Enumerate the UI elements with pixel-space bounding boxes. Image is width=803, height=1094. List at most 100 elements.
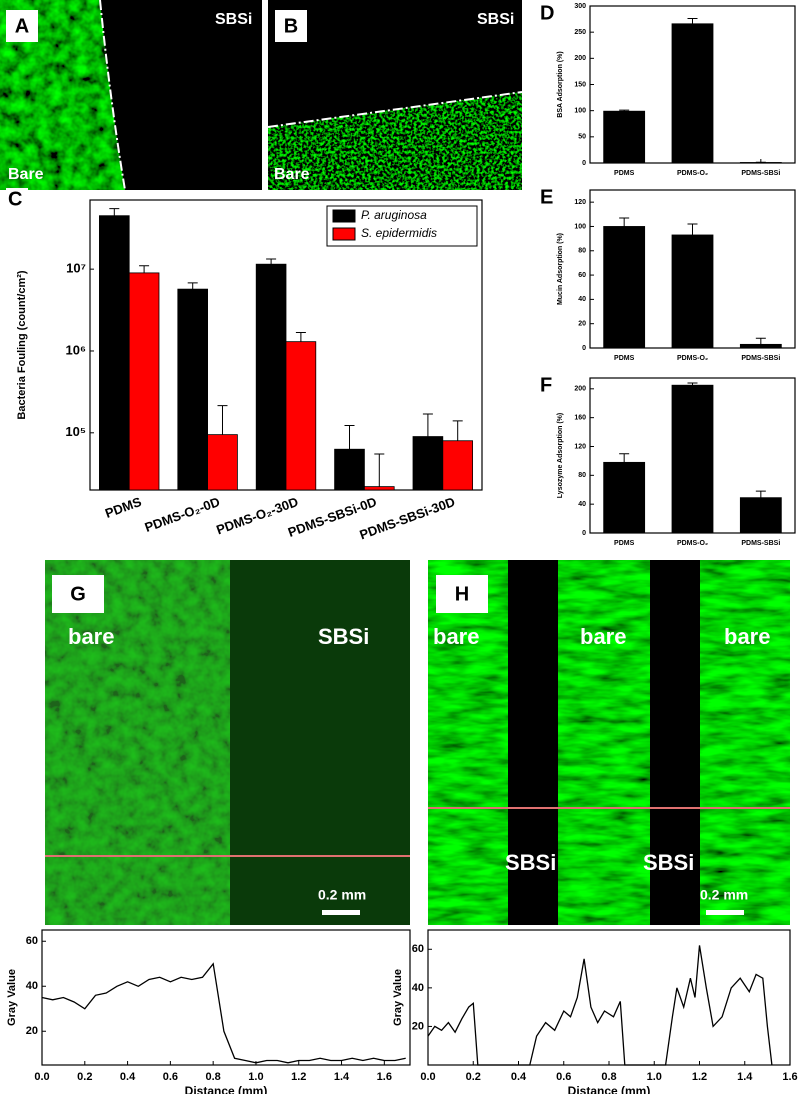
image-label: Bare — [8, 166, 44, 183]
x-tick-label: PDMS-O₂ — [677, 355, 708, 362]
x-axis-label: Distance (mm) — [185, 1084, 268, 1094]
x-tick-label: 0.6 — [556, 1071, 571, 1083]
x-tick-label: PDMS-SBSi — [741, 355, 780, 362]
bar — [412, 436, 444, 491]
image-b: B SBSi Bare — [267, 0, 523, 190]
image-label: SBSi — [318, 624, 369, 649]
x-tick-label: PDMS-SBSi — [741, 170, 780, 177]
image-label: Bare — [274, 166, 310, 183]
panel-letter-box — [538, 2, 560, 26]
x-tick-label: 0.2 — [77, 1071, 92, 1083]
y-tick-label: 200 — [574, 55, 586, 62]
bar — [671, 23, 714, 164]
y-tick-label: 60 — [26, 935, 38, 947]
y-tick-label: 300 — [574, 3, 586, 10]
error-bar — [619, 453, 630, 463]
y-tick-label: 10⁵ — [65, 424, 86, 439]
y-tick-label: 10⁷ — [66, 261, 86, 276]
y-axis-label: Mucin Adsorption (%) — [557, 233, 564, 305]
x-tick-label: 0.2 — [466, 1071, 481, 1083]
x-tick-label: 0.8 — [601, 1071, 616, 1083]
bar — [255, 263, 287, 491]
y-axis-label: Gray Value — [6, 969, 18, 1026]
y-tick-label: 60 — [578, 272, 586, 279]
bar — [334, 448, 365, 491]
plot-frame — [41, 929, 411, 1066]
legend-swatch — [332, 209, 356, 223]
x-tick-label: 1.0 — [248, 1071, 263, 1083]
image-g: G bare SBSi 0.2 mm — [45, 560, 410, 925]
y-tick-label: 40 — [578, 501, 586, 508]
y-tick-label: 20 — [26, 1025, 38, 1037]
bar — [207, 434, 238, 491]
panel-letter: H — [455, 583, 469, 605]
x-tick-label: 1.4 — [334, 1071, 350, 1083]
x-tick-label: PDMS — [614, 540, 635, 547]
bar — [671, 384, 714, 534]
legend-label: S. epidermidis — [361, 226, 437, 240]
panel-letter: A — [15, 15, 29, 37]
image-a: A SBSi Bare — [0, 0, 262, 191]
image-label: SBSi — [477, 11, 514, 28]
panel-letter-box — [538, 186, 560, 210]
bar — [177, 288, 208, 491]
scale-bar-label: 0.2 mm — [700, 887, 748, 903]
y-tick-label: 0 — [582, 345, 586, 352]
panel-letter-box — [6, 188, 28, 212]
image-label: bare — [433, 624, 479, 649]
y-tick-label: 10⁶ — [66, 342, 86, 357]
error-bar — [755, 337, 766, 345]
image-label: SBSi — [505, 850, 556, 875]
y-tick-label: 40 — [26, 980, 38, 992]
y-axis-label: Gray Value — [392, 969, 404, 1026]
x-tick-label: PDMS-SBSi — [741, 540, 780, 547]
y-tick-label: 40 — [412, 982, 424, 994]
y-tick-label: 80 — [578, 472, 586, 479]
x-tick-label: PDMS — [614, 170, 635, 177]
y-axis-label: Bacteria Fouling (count/cm²) — [16, 270, 28, 419]
plot-frame — [427, 929, 791, 1066]
error-bar — [422, 413, 433, 437]
error-bar — [139, 265, 150, 273]
x-tick-label: 1.2 — [291, 1071, 306, 1083]
y-tick-label: 200 — [574, 386, 586, 393]
scale-bar-label: 0.2 mm — [318, 887, 366, 903]
error-bar — [187, 282, 198, 290]
bar — [603, 226, 646, 349]
y-tick-label: 160 — [574, 414, 586, 421]
profile-line — [427, 945, 773, 1066]
y-tick-label: 120 — [574, 199, 586, 206]
y-axis-label: Lysozyme Adsorption (%) — [557, 413, 564, 498]
x-tick-label: 0.4 — [120, 1071, 136, 1083]
image-label: bare — [580, 624, 626, 649]
panel-letter: D — [540, 2, 554, 24]
x-tick-label: 1.6 — [377, 1071, 392, 1083]
y-tick-label: 50 — [578, 134, 586, 141]
x-tick-label: 0.4 — [511, 1071, 527, 1083]
y-tick-label: 80 — [578, 248, 586, 255]
error-bar — [687, 18, 698, 24]
error-bar — [295, 332, 306, 342]
error-bar — [687, 223, 698, 235]
y-tick-label: 100 — [574, 223, 586, 230]
image-h: H bare bare bare SBSi SBSi 0.2 mm — [428, 560, 790, 925]
error-bar — [374, 453, 385, 487]
y-tick-label: 20 — [412, 1020, 424, 1032]
image-label: SBSi — [643, 850, 694, 875]
image-label: SBSi — [215, 11, 252, 28]
panel-letter: E — [540, 186, 553, 208]
bar — [363, 486, 395, 491]
x-tick-label: PDMS-O₂ — [677, 540, 708, 547]
bar — [671, 234, 714, 349]
bar — [603, 110, 646, 164]
panel-letter: B — [284, 15, 298, 37]
error-bar — [266, 258, 277, 265]
y-tick-label: 60 — [412, 943, 424, 955]
error-bar — [755, 490, 766, 498]
error-bar — [619, 217, 630, 227]
y-tick-label: 20 — [578, 321, 586, 328]
y-tick-label: 150 — [574, 81, 586, 88]
bar — [739, 343, 782, 349]
